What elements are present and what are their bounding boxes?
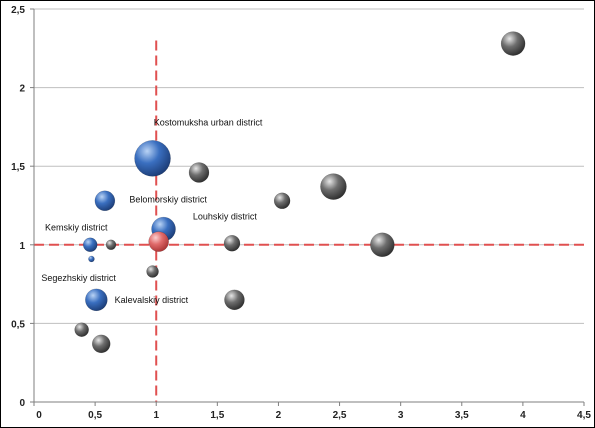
x-tick-label: 1 — [153, 410, 159, 421]
bubble-other — [370, 232, 395, 258]
bubble-highlighted — [82, 237, 98, 253]
district-label: Segezhskiy district — [41, 273, 116, 283]
bubble-reference — [148, 231, 169, 252]
x-tick-label: 0 — [36, 410, 42, 421]
x-tick-label: 1,5 — [210, 410, 224, 421]
axes: 0 0,5 1 1,5 2 2,5 0 0,5 1 1,5 2 2,5 3 3,5 4 4,5 — [11, 5, 591, 421]
y-tick-label: 0,5 — [11, 319, 25, 330]
y-tick-label: 1,5 — [11, 162, 25, 173]
x-tick-label: 2 — [276, 410, 282, 421]
bubble-other — [224, 289, 245, 311]
district-label: Belomorskiy district — [129, 194, 207, 204]
x-tick-label: 3 — [398, 410, 404, 421]
district-label: Kalevalskiy district — [115, 295, 189, 305]
bubble-highlighted — [134, 140, 171, 177]
bubble-other — [188, 162, 210, 183]
x-tick-label: 0,5 — [88, 410, 102, 421]
bubble-highlighted — [94, 190, 116, 212]
reference-lines — [34, 40, 584, 402]
x-tick-label: 4 — [520, 410, 526, 421]
y-tick-label: 2 — [19, 84, 25, 95]
bubble-other — [146, 265, 159, 278]
data-points — [74, 31, 526, 354]
x-tick-label: 2,5 — [333, 410, 347, 421]
y-tick-label: 2,5 — [11, 5, 25, 16]
bubble-other — [91, 334, 111, 354]
district-label: Kostomuksha urban district — [154, 117, 263, 127]
y-tick-label: 0 — [19, 398, 25, 409]
annotations: Kostomuksha urban district Belomorskiy di… — [41, 117, 262, 305]
bubble-other — [273, 192, 291, 210]
y-tick-label: 1 — [19, 241, 25, 252]
district-label: Louhskiy district — [193, 212, 258, 222]
bubble-other — [74, 322, 89, 337]
bubble-other — [105, 239, 117, 251]
x-tick-label: 3,5 — [455, 410, 469, 421]
district-label: Kemskiy district — [45, 223, 108, 233]
bubble-other — [320, 173, 347, 200]
grid-layer — [34, 8, 584, 324]
bubble-highlighted — [88, 255, 95, 263]
bubble-highlighted — [85, 288, 108, 312]
x-tick-label: 4,5 — [577, 410, 591, 421]
bubble-other — [500, 31, 526, 56]
bubble-other — [223, 234, 241, 252]
